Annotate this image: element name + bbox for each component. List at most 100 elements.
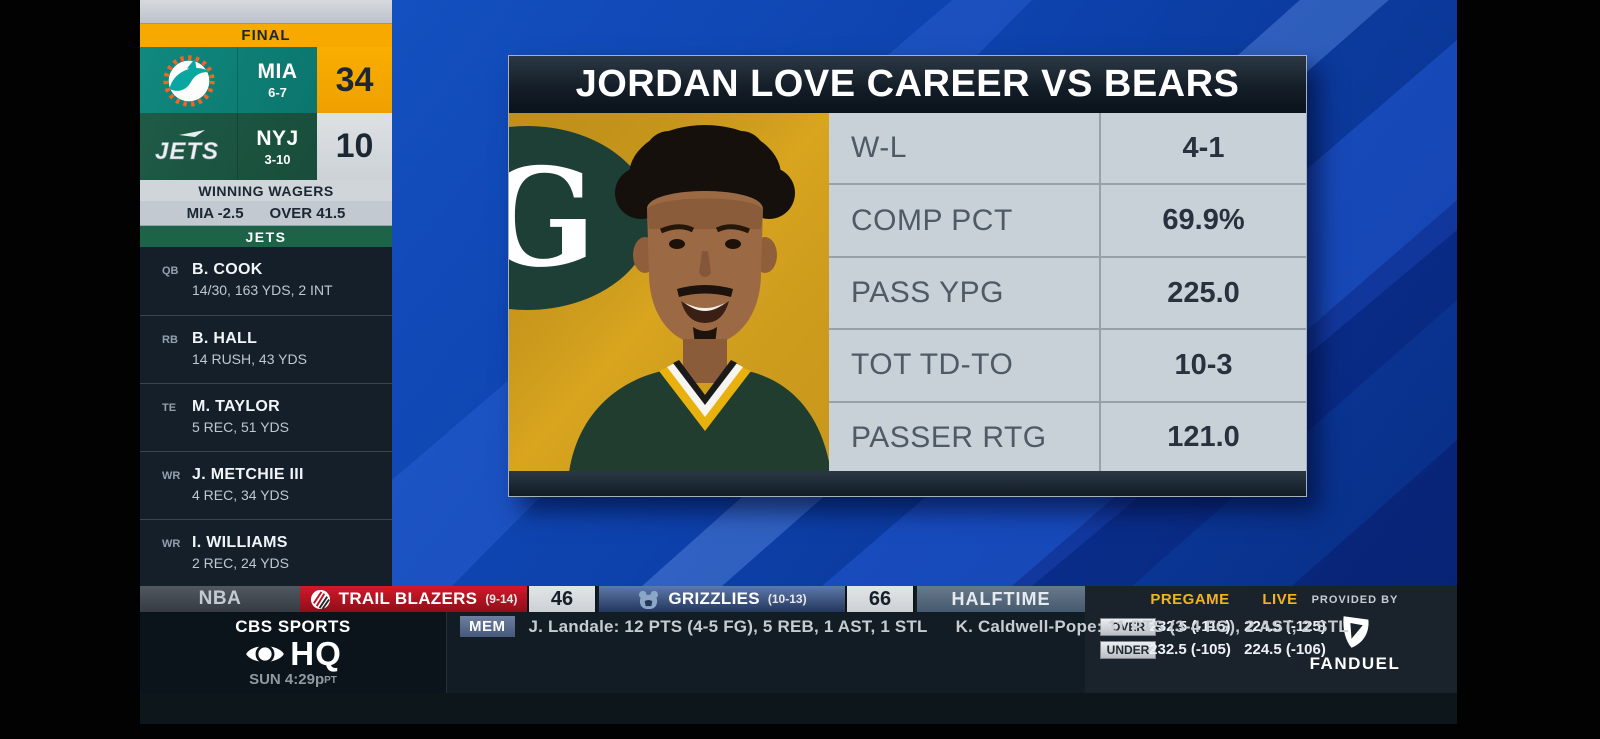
hq-label: HQ xyxy=(290,635,342,672)
player-statline: 5 REC, 51 YDS xyxy=(192,419,290,435)
leader-statline-2: K. Caldwell-Pope: 11 PTS (3-4 FG), 2 AST… xyxy=(955,616,1349,636)
stat-label: PASSER RTG xyxy=(851,420,1047,454)
player-statline: 14 RUSH, 43 YDS xyxy=(192,351,307,367)
team-tag-badge: MEM xyxy=(460,616,515,637)
away-team-record: (9-14) xyxy=(485,592,518,606)
player-name: B. COOK xyxy=(192,261,263,278)
leader-statline-1: J. Landale: 12 PTS (4-5 FG), 5 REB, 1 AS… xyxy=(528,616,928,636)
odds-col-pregame: PREGAME xyxy=(1150,591,1230,608)
table-row: TOT TD-TO 10-3 xyxy=(829,328,1306,401)
stat-value: 10-3 xyxy=(1099,330,1306,401)
player-name: M. TAYLOR xyxy=(192,398,281,415)
home-team-record: (10-13) xyxy=(767,592,807,606)
timezone-label: PT xyxy=(324,675,337,686)
player-name: I. WILLIAMS xyxy=(192,534,288,551)
under-pregame-odds: 232.5 (-105) xyxy=(1149,641,1231,658)
svg-text:G: G xyxy=(509,138,596,297)
list-item: RB B. HALL 14 RUSH, 43 YDS xyxy=(140,315,392,383)
player-photo: G xyxy=(509,113,829,473)
winning-wagers-values: MIA -2.5 OVER 41.5 xyxy=(140,201,392,226)
away-team-name: TRAIL BLAZERS xyxy=(338,589,478,608)
over-live-odds: 224.5 (-125) xyxy=(1244,618,1326,635)
provided-by-label: PROVIDED BY xyxy=(1311,594,1399,606)
odds-col-live: LIVE xyxy=(1262,591,1298,608)
wager-total: OVER 41.5 xyxy=(269,204,346,222)
feature-stat-card: JORDAN LOVE CAREER VS BEARS xyxy=(508,55,1307,497)
wager-spread: MIA -2.5 xyxy=(186,204,244,222)
ticker-game-status: HALFTIME xyxy=(917,586,1085,612)
ticker-home-team: GRIZZLIES (10-13) xyxy=(599,586,845,612)
cbs-sports-label: CBS SPORTS xyxy=(235,617,351,636)
home-team-abbr: NYJ xyxy=(256,126,299,150)
player-statline: 14/30, 163 YDS, 2 INT xyxy=(192,282,333,298)
player-position: TE xyxy=(162,402,177,414)
winning-wagers-header: WINNING WAGERS xyxy=(140,180,392,201)
list-item: TE M. TAYLOR 5 REC, 51 YDS xyxy=(140,383,392,451)
stat-value: 121.0 xyxy=(1099,402,1306,474)
card-title: JORDAN LOVE CAREER VS BEARS xyxy=(509,56,1306,113)
team-row-jets: JETS NYJ 3-10 10 xyxy=(140,113,392,180)
fanduel-logo-icon xyxy=(1343,616,1369,648)
jets-logo-cell: JETS xyxy=(140,113,237,180)
score-ticker: NBA TRAIL BLAZERS (9-14) 46 xyxy=(140,586,1457,724)
table-row: PASSER RTG 121.0 xyxy=(829,400,1306,474)
stat-value: 4-1 xyxy=(1099,113,1306,184)
team-stats-header: JETS xyxy=(140,226,392,247)
ticker-footer-strip xyxy=(140,693,1457,724)
team-row-dolphins: MIA 6-7 34 xyxy=(140,47,392,113)
under-badge: UNDER xyxy=(1100,641,1156,659)
jets-name-cell: NYJ 3-10 xyxy=(237,113,317,180)
fanduel-wordmark: FANDUEL xyxy=(1309,654,1401,673)
trail-blazers-logo-icon xyxy=(310,589,330,610)
list-item: QB B. COOK 14/30, 163 YDS, 2 INT xyxy=(140,247,392,315)
away-team-abbr: MIA xyxy=(257,60,298,83)
network-bug: CBS SPORTS HQ SUN 4:29pPT xyxy=(140,612,447,693)
jets-logo-icon: JETS xyxy=(154,129,219,165)
list-item: WR I. WILLIAMS 2 REC, 24 YDS xyxy=(140,519,392,587)
cbs-eye-icon xyxy=(246,644,285,664)
under-live-odds: 224.5 (-106) xyxy=(1244,641,1326,658)
game-status-bar: FINAL xyxy=(140,24,392,47)
stat-label: TOT TD-TO xyxy=(851,348,1014,382)
table-row: COMP PCT 69.9% xyxy=(829,183,1306,256)
table-row: PASS YPG 225.0 xyxy=(829,255,1306,329)
svg-text:JETS: JETS xyxy=(155,138,219,165)
player-stats-list: QB B. COOK 14/30, 163 YDS, 2 INT RB B. H… xyxy=(140,247,392,586)
stat-label: W-L xyxy=(851,131,907,165)
player-position: QB xyxy=(162,265,179,277)
stat-label: PASS YPG xyxy=(851,276,1004,310)
jordan-love-portrait: G xyxy=(509,113,829,473)
table-row: W-L 4-1 xyxy=(829,113,1306,184)
card-footer-bar xyxy=(509,471,1306,496)
ticker-home-score: 66 xyxy=(845,586,915,612)
away-team-record: 6-7 xyxy=(268,85,287,100)
grizzlies-logo-icon xyxy=(639,590,659,609)
time-value: SUN 4:29p xyxy=(249,671,325,688)
stat-value: 225.0 xyxy=(1099,257,1306,329)
away-team-score: 34 xyxy=(317,47,392,113)
player-statline: 4 REC, 34 YDS xyxy=(192,487,290,503)
dolphins-logo-cell xyxy=(140,47,237,113)
halftime-leaders-line: MEM J. Landale: 12 PTS (4-5 FG), 5 REB, … xyxy=(460,616,1349,637)
list-item: WR J. METCHIE III 4 REC, 34 YDS xyxy=(140,451,392,519)
player-name: B. HALL xyxy=(192,330,258,347)
career-stats-table: W-L 4-1 COMP PCT 69.9% PASS YPG 225.0 TO… xyxy=(829,113,1306,474)
over-pregame-odds: 232.5 (-115) xyxy=(1149,618,1231,635)
player-statline: 2 REC, 24 YDS xyxy=(192,555,290,571)
stat-value: 69.9% xyxy=(1099,185,1306,256)
betting-odds-panel: PREGAME LIVE PROVIDED BY OVER 232.5 (-11… xyxy=(1085,586,1457,693)
dolphins-logo-icon xyxy=(162,55,215,107)
scoreboard-sidebar: FINAL MIA 6-7 34 xyxy=(140,0,392,586)
home-team-record: 3-10 xyxy=(264,151,291,167)
player-position: WR xyxy=(162,538,181,550)
dolphins-name-cell: MIA 6-7 xyxy=(237,47,317,113)
home-team-name: GRIZZLIES xyxy=(668,589,760,608)
player-position: RB xyxy=(162,334,178,346)
previous-card-stub xyxy=(140,0,392,24)
player-name: J. METCHIE III xyxy=(192,466,304,483)
packers-g-logo xyxy=(509,126,652,310)
video-frame: FINAL MIA 6-7 34 xyxy=(140,0,1457,724)
ticker-away-team: TRAIL BLAZERS (9-14) xyxy=(300,586,527,612)
broadcast-time: SUN 4:29pPT xyxy=(249,671,337,688)
